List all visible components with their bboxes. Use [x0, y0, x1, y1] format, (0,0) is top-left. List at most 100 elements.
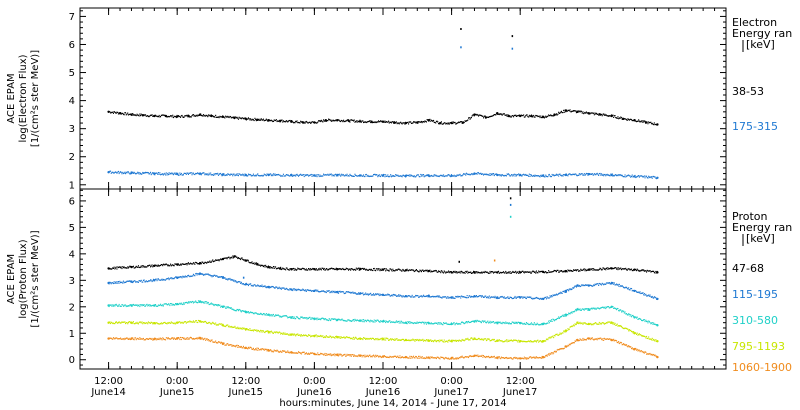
trace-dot — [473, 271, 475, 273]
trace-dot — [290, 317, 292, 319]
trace-dot — [386, 321, 388, 323]
trace-dot — [330, 119, 332, 121]
trace-dot — [188, 116, 190, 118]
trace-dot — [416, 121, 418, 123]
trace-dot — [432, 323, 434, 325]
trace-dot — [308, 334, 310, 336]
trace-dot — [267, 313, 269, 316]
trace-dot — [548, 115, 550, 117]
trace-dot — [533, 322, 535, 324]
trace-dot — [204, 114, 206, 116]
trace-dot — [159, 279, 161, 281]
trace-dot — [111, 282, 113, 284]
trace-dot — [316, 319, 318, 321]
trace-dot — [378, 268, 380, 270]
trace-dot — [197, 319, 199, 322]
trace-dot — [435, 175, 437, 177]
trace-dot — [564, 315, 566, 317]
trace-dot — [369, 120, 371, 122]
trace-dot — [363, 175, 365, 178]
trace-dot — [373, 293, 375, 295]
trace-dot — [627, 314, 629, 316]
trace-dot — [372, 337, 374, 339]
trace-dot — [214, 174, 216, 176]
trace-dot — [475, 113, 477, 115]
trace-dot — [638, 175, 640, 177]
trace-dot — [190, 262, 192, 264]
trace-dot — [267, 286, 269, 289]
trace-dot — [157, 278, 159, 280]
trace-dot — [503, 322, 505, 324]
trace-dot — [186, 264, 188, 266]
trace-dot — [136, 281, 138, 283]
trace-dot — [427, 119, 429, 121]
trace-dot — [323, 336, 325, 339]
trace-dot — [588, 269, 590, 271]
trace-dot — [299, 174, 301, 176]
trace-dot — [429, 269, 431, 271]
trace-dot — [340, 336, 342, 338]
trace-dot — [625, 176, 627, 178]
trace-dot — [376, 121, 378, 123]
trace-dot — [426, 269, 428, 271]
trace-dot — [165, 172, 167, 174]
trace-dot — [443, 270, 445, 272]
trace-dot — [349, 268, 351, 270]
trace-dot — [330, 335, 332, 337]
trace-dot — [623, 312, 625, 314]
trace-dot — [270, 175, 272, 177]
trace-dot — [460, 121, 462, 123]
trace-dot — [323, 290, 325, 292]
trace-dot — [167, 278, 169, 280]
trace-dot — [594, 283, 596, 285]
trace-dot — [324, 318, 326, 320]
trace-dot — [495, 173, 497, 175]
trace-dot — [328, 269, 330, 271]
trace-dot — [129, 304, 131, 306]
trace-dot — [345, 291, 347, 293]
trace-dot — [290, 120, 292, 122]
trace-dot — [180, 302, 182, 304]
trace-dot — [110, 304, 112, 306]
trace-dot — [382, 269, 384, 271]
trace-dot — [280, 268, 282, 271]
trace-dot — [501, 272, 503, 274]
trace-dot — [175, 116, 177, 119]
trace-dot — [485, 321, 487, 324]
trace-dot — [226, 324, 228, 326]
trace-dot — [348, 175, 350, 177]
trace-dot — [358, 121, 360, 123]
trace-dot — [428, 175, 430, 178]
trace-dot — [328, 290, 330, 292]
trace-dot — [415, 294, 417, 297]
trace-dot — [231, 279, 233, 281]
trace-dot — [541, 117, 543, 119]
trace-dot — [493, 338, 495, 341]
trace-dot — [313, 289, 315, 291]
trace-dot — [145, 304, 147, 306]
trace-dot — [651, 296, 653, 298]
trace-dot — [363, 268, 365, 270]
trace-dot — [341, 120, 343, 122]
trace-dot — [391, 338, 393, 340]
trace-dot — [175, 173, 177, 175]
trace-dot — [482, 115, 484, 117]
trace-dot — [137, 172, 139, 174]
trace-dot — [149, 322, 151, 324]
trace-dot — [515, 321, 517, 323]
trace-dot — [303, 122, 305, 124]
trace-dot — [367, 293, 369, 295]
trace-dot — [434, 270, 436, 272]
trace-dot — [610, 283, 612, 285]
trace-dot — [534, 116, 536, 118]
trace-dot — [461, 175, 463, 177]
trace-dot — [162, 173, 164, 175]
trace-dot — [565, 111, 567, 113]
trace-dot — [262, 265, 264, 268]
trace-dot — [230, 325, 232, 328]
trace-dot — [177, 303, 179, 305]
trace-dot — [454, 324, 456, 326]
trace-dot — [195, 172, 197, 175]
trace-dot — [247, 284, 249, 287]
trace-dot — [142, 172, 144, 174]
